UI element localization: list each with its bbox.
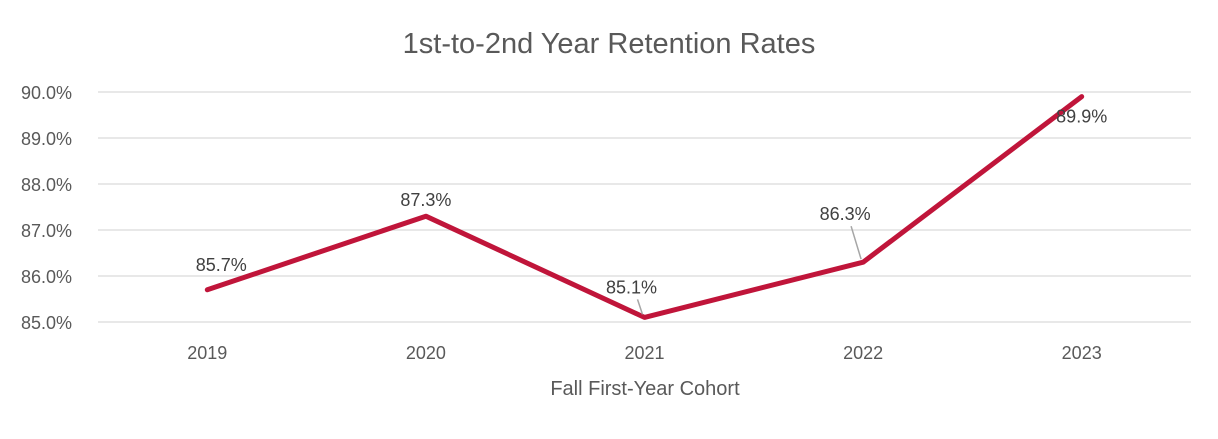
data-label: 86.3% [820,204,871,224]
x-axis-ticks: 2019 2020 2021 2022 2023 [187,343,1101,363]
x-tick-label: 2022 [843,343,883,363]
data-label: 89.9% [1056,107,1107,127]
x-tick-label: 2021 [624,343,664,363]
y-axis-ticks: 85.0% 86.0% 87.0% 88.0% 89.0% 90.0% [21,83,72,333]
gridlines [98,91,1191,323]
y-tick-label: 89.0% [21,129,72,149]
y-tick-label: 88.0% [21,175,72,195]
data-label: 85.1% [606,277,657,297]
x-tick-label: 2019 [187,343,227,363]
leader-line [850,225,862,260]
y-tick-label: 86.0% [21,267,72,287]
data-label: 87.3% [400,190,451,210]
y-tick-label: 90.0% [21,83,72,103]
x-tick-label: 2023 [1062,343,1102,363]
data-labels: 85.7% 87.3% 85.1% 86.3% 89.9% [196,107,1107,315]
data-label: 85.7% [196,255,247,275]
chart-title: 1st-to-2nd Year Retention Rates [403,28,816,60]
series-layer [204,94,1085,320]
leader-line [636,299,644,315]
data-point [424,214,428,218]
data-point [861,260,865,264]
x-axis-label: Fall First-Year Cohort [550,378,740,400]
y-tick-label: 87.0% [21,221,72,241]
data-point [643,315,646,319]
data-point [205,288,209,292]
y-tick-label: 85.0% [21,313,72,333]
x-tick-label: 2020 [406,343,446,363]
data-point [1080,95,1084,99]
